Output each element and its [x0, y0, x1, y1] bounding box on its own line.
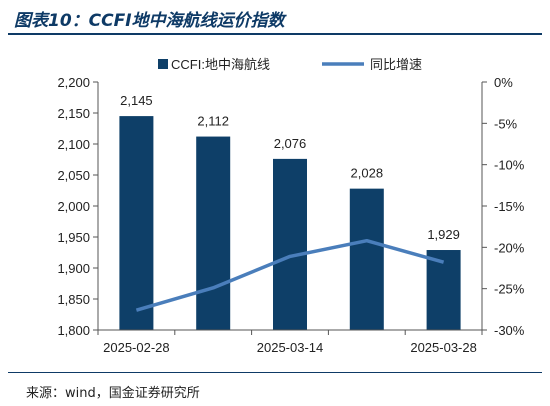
bar-data-label: 2,112 [197, 114, 229, 129]
bar-data-label: 2,145 [120, 93, 153, 108]
y-left-tick-label: 1,850 [57, 292, 90, 307]
source-rule [8, 372, 542, 373]
y-left-tick-label: 1,800 [57, 323, 90, 338]
axes: 1,800 1,850 1,900 1,950 2,000 2,050 2,100 2,150… [57, 75, 524, 355]
x-tick-label: 2025-03-28 [410, 340, 477, 355]
line-series [135, 238, 445, 312]
y-right-tick-label: -25% [494, 282, 525, 297]
line-path [135, 238, 445, 312]
bar [426, 250, 461, 330]
legend-bar-label: CCFI:地中海航线 [171, 57, 270, 72]
title-rule [8, 33, 542, 35]
bar-data-labels: 2,145 2,112 2,076 2,028 1,929 [120, 93, 460, 242]
y-right-tick-label: -20% [494, 240, 525, 255]
bar-series [119, 116, 461, 330]
y-right-tick-label: -15% [494, 199, 525, 214]
y-left-tick-label: 1,950 [57, 230, 90, 245]
bar-data-label: 1,929 [427, 227, 460, 242]
y-left-tick-label: 2,000 [57, 199, 90, 214]
y-right-tick-label: 0% [494, 75, 513, 90]
legend-bar-swatch [158, 59, 168, 69]
bar [349, 188, 384, 330]
bar [119, 116, 154, 330]
bar [273, 158, 307, 330]
y-right-tick-label: -30% [494, 323, 525, 338]
legend: CCFI:地中海航线 同比增速 [158, 57, 422, 72]
bar-data-label: 2,028 [351, 166, 384, 181]
y-left-tick-label: 2,150 [57, 106, 90, 121]
chart-title: 图表10：CCFI地中海航线运价指数 [14, 11, 285, 31]
y-right-tick-label: -10% [494, 158, 525, 173]
legend-line-label: 同比增速 [370, 57, 422, 72]
y-left-tick-label: 2,100 [57, 137, 90, 152]
x-tick-label: 2025-02-28 [103, 340, 170, 355]
y-left-tick-label: 1,900 [57, 261, 90, 276]
y-left-tick-label: 2,200 [57, 75, 90, 90]
y-left-tick-label: 2,050 [57, 168, 90, 183]
y-right-tick-label: -5% [494, 116, 518, 131]
x-tick-label: 2025-03-14 [257, 340, 324, 355]
bar [196, 136, 231, 330]
source-note: 来源：wind，国金证券研究所 [26, 386, 200, 401]
bar-data-label: 2,076 [274, 136, 307, 151]
